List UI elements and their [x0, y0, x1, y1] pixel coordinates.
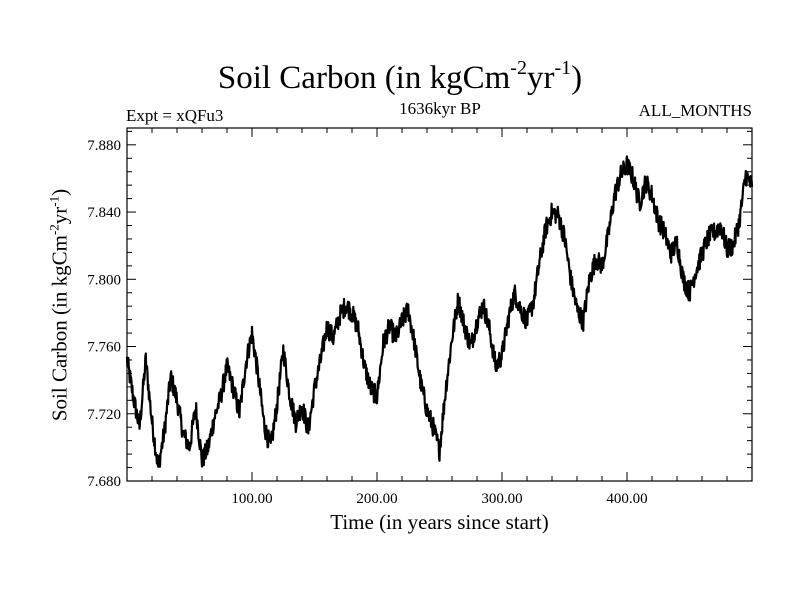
x-axis-label: Time (in years since start)	[330, 510, 549, 534]
y-tick-label: 7.800	[87, 272, 121, 288]
months-label: ALL_MONTHS	[638, 101, 752, 120]
x-tick-label: 300.00	[481, 491, 522, 507]
y-tick-label: 7.680	[87, 474, 121, 490]
tick-labels: 100.00 200.00 300.00 400.00 7.680 7.720 7.760 7…	[87, 138, 647, 507]
y-tick-label: 7.840	[87, 205, 121, 221]
plot-frame	[126, 127, 753, 482]
y-tick-label: 7.880	[87, 138, 121, 154]
y-axis-label: Soil Carbon (in kgCm-2yr-1)	[46, 188, 72, 422]
period-label: 1636kyr BP	[399, 99, 481, 118]
x-tick-label: 200.00	[356, 491, 397, 507]
series-line-soil-carbon	[125, 155, 754, 468]
x-tick-label: 400.00	[606, 491, 647, 507]
experiment-label: Expt = xQFu3	[126, 106, 224, 125]
y-tick-label: 7.720	[87, 407, 121, 423]
chart-title: Soil Carbon (in kgCm-2yr-1)	[217, 57, 583, 96]
x-tick-label: 100.00	[231, 491, 272, 507]
y-tick-label: 7.760	[87, 340, 121, 356]
tick-marks	[127, 128, 752, 481]
